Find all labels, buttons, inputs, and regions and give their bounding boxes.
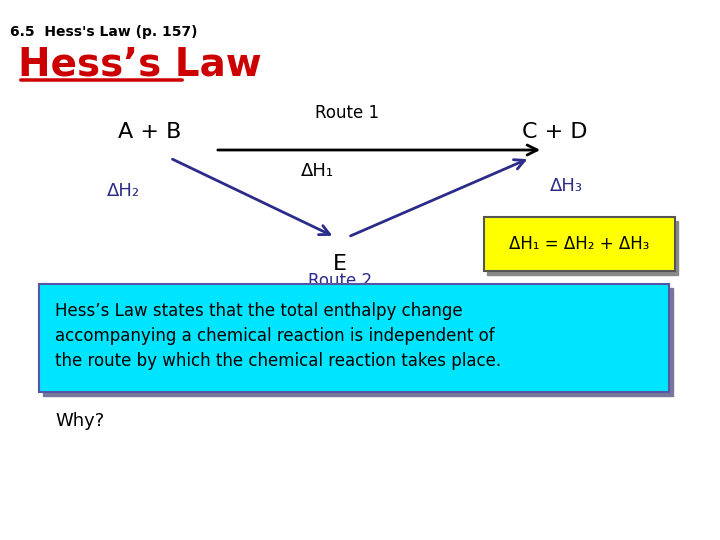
Text: ΔH₃: ΔH₃ (550, 177, 583, 195)
Text: Route 1: Route 1 (315, 104, 379, 122)
FancyBboxPatch shape (487, 221, 678, 275)
FancyBboxPatch shape (43, 288, 673, 396)
Text: Route 2: Route 2 (308, 272, 372, 290)
Text: 6.5  Hess's Law (p. 157): 6.5 Hess's Law (p. 157) (10, 25, 197, 39)
Text: Why?: Why? (55, 412, 104, 430)
Text: ΔH₂: ΔH₂ (107, 182, 140, 200)
Text: C + D: C + D (522, 122, 588, 142)
Text: ΔH₁: ΔH₁ (301, 162, 334, 180)
Text: Hess’s Law states that the total enthalpy change
accompanying a chemical reactio: Hess’s Law states that the total enthalp… (55, 302, 501, 370)
FancyBboxPatch shape (484, 217, 675, 271)
Text: E: E (333, 254, 347, 274)
FancyBboxPatch shape (39, 284, 669, 392)
Text: ΔH₁ = ΔH₂ + ΔH₃: ΔH₁ = ΔH₂ + ΔH₃ (509, 235, 649, 253)
Text: A + B: A + B (118, 122, 181, 142)
Text: Hess’s Law: Hess’s Law (18, 45, 261, 83)
